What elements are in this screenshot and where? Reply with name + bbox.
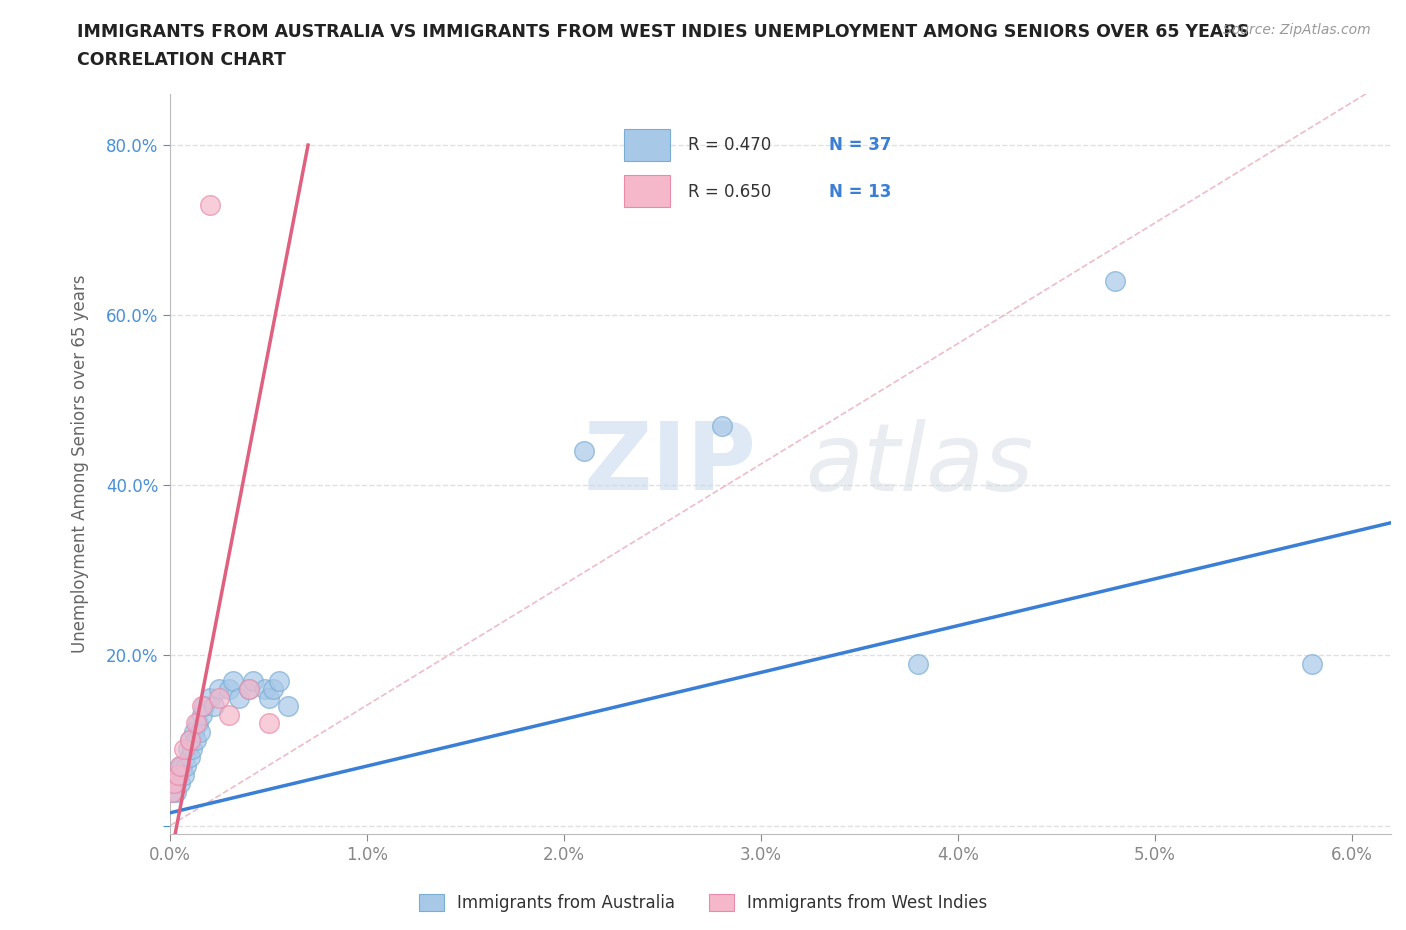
Point [160, 784, 183, 799]
Point [907, 657, 929, 671]
Point [169, 776, 191, 790]
Point [1301, 657, 1323, 671]
Point [188, 724, 211, 739]
Legend: Immigrants from Australia, Immigrants from West Indies: Immigrants from Australia, Immigrants fr… [419, 895, 987, 912]
Point [184, 733, 207, 748]
Point [202, 699, 225, 714]
Point [218, 682, 240, 697]
Point [190, 708, 212, 723]
Point [1104, 273, 1126, 288]
Point [174, 759, 197, 774]
Point [180, 741, 202, 756]
Point [167, 767, 190, 782]
Text: atlas: atlas [806, 418, 1033, 510]
Point [228, 690, 250, 705]
Point [193, 699, 215, 714]
Point [257, 690, 280, 705]
Point [177, 741, 200, 756]
Point [169, 759, 191, 774]
Point [170, 759, 193, 774]
Point [198, 197, 221, 212]
Point [710, 418, 733, 433]
Point [179, 751, 201, 765]
Y-axis label: Unemployment Among Seniors over 65 years: Unemployment Among Seniors over 65 years [72, 274, 89, 653]
Point [267, 673, 290, 688]
Point [238, 682, 260, 697]
Point [184, 716, 207, 731]
Text: IMMIGRANTS FROM AUSTRALIA VS IMMIGRANTS FROM WEST INDIES UNEMPLOYMENT AMONG SENI: IMMIGRANTS FROM AUSTRALIA VS IMMIGRANTS … [77, 23, 1250, 41]
Point [169, 759, 191, 774]
Point [167, 767, 190, 782]
Point [179, 733, 201, 748]
Point [208, 682, 231, 697]
Point [257, 716, 280, 731]
Point [183, 724, 205, 739]
Text: Source: ZipAtlas.com: Source: ZipAtlas.com [1223, 23, 1371, 37]
Point [238, 682, 260, 697]
Point [262, 682, 284, 697]
Point [173, 767, 195, 782]
Point [208, 690, 231, 705]
Point [179, 733, 201, 748]
Text: CORRELATION CHART: CORRELATION CHART [77, 51, 287, 69]
Point [190, 699, 212, 714]
Point [198, 690, 221, 705]
Text: ZIP: ZIP [583, 418, 756, 510]
Point [218, 708, 240, 723]
Point [173, 741, 195, 756]
Point [242, 673, 264, 688]
Point [222, 673, 245, 688]
Point [277, 699, 299, 714]
Point [163, 776, 186, 790]
Point [187, 716, 209, 731]
Point [163, 776, 186, 790]
Point [165, 784, 187, 799]
Point [160, 784, 183, 799]
Point [572, 444, 595, 458]
Point [253, 682, 276, 697]
